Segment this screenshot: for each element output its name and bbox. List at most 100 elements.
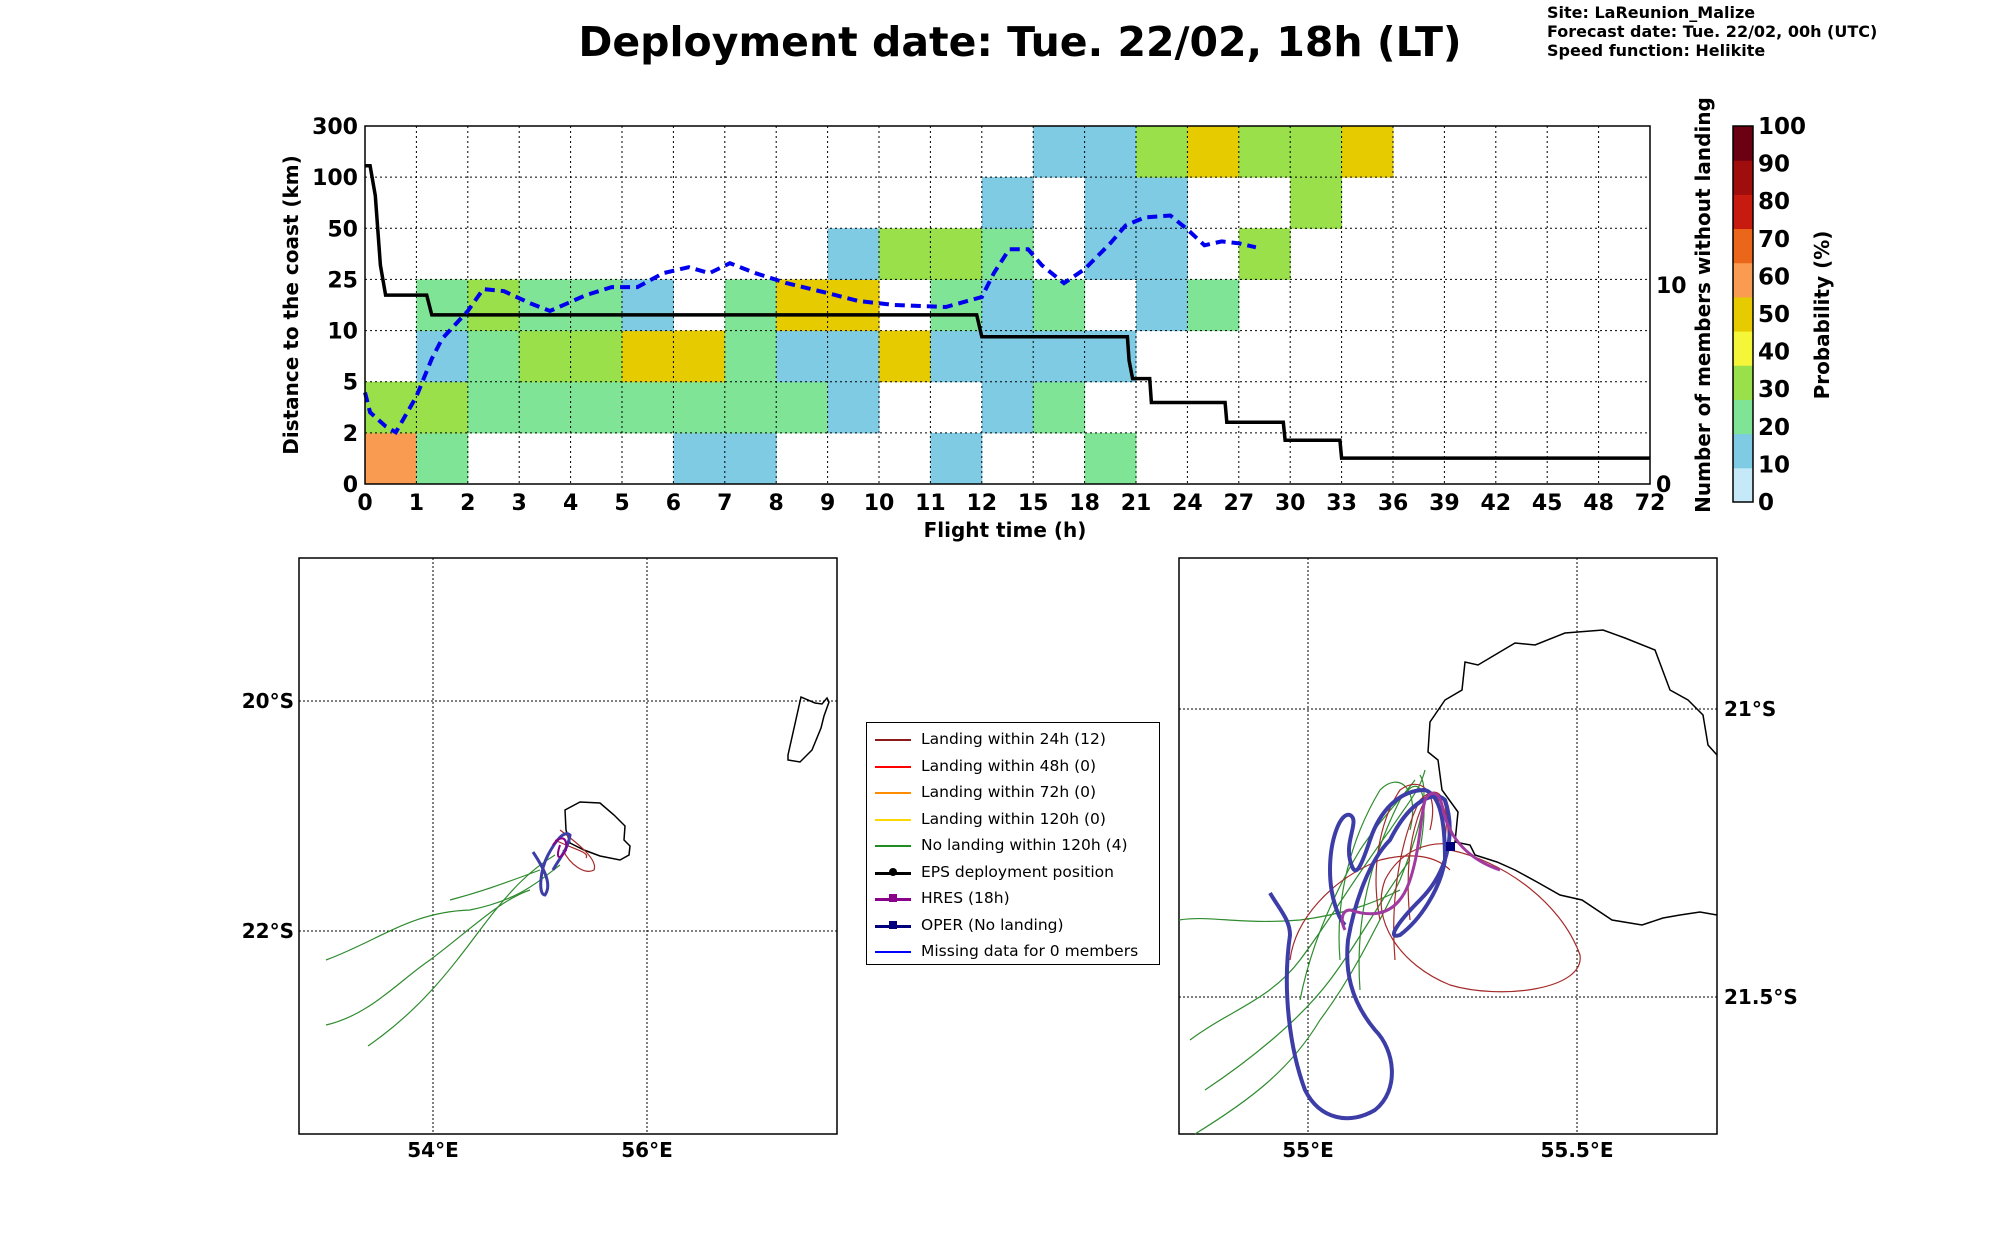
map-left-lat-label: 20°S [242, 689, 294, 713]
heatmap-cell [622, 330, 674, 383]
heatmap-ticks: 0 1 2 3 4 5 6 7 8 9 10 11 12 15 18 21 24 27 30 33 36 39 42 45 48… [312, 115, 1687, 516]
map-right-lon-label: 55.5°E [1540, 1138, 1613, 1162]
x-tick-label: 36 [1378, 491, 1409, 516]
heatmap-cell [981, 279, 1034, 332]
x-tick-label: 2 [460, 491, 475, 516]
heatmap-cell [673, 330, 726, 383]
legend-label: HRES (18h) [921, 889, 1010, 907]
heatmap-cell [1238, 228, 1291, 280]
colorbar-frame [1732, 125, 1754, 503]
heatmap-frame [364, 125, 1651, 485]
heatmap-cell [1341, 126, 1394, 178]
legend-label: OPER (No landing) [921, 915, 1064, 934]
heatmap-cell [981, 330, 1034, 383]
x-tick-label: 9 [820, 491, 835, 516]
heatmap-cell [416, 381, 469, 434]
legend-marker [889, 894, 897, 902]
map-left-lon-label: 56°E [621, 1138, 673, 1162]
colorbar-segment [1733, 228, 1753, 264]
x-tick-label: 5 [614, 491, 629, 516]
legend-label: EPS deployment position [921, 862, 1114, 881]
colorbar-tick-label: 10 [1758, 452, 1790, 478]
colorbar-segment [1733, 194, 1753, 230]
y-tick-label: 10 [327, 320, 358, 345]
heatmap-cell [1084, 177, 1137, 229]
y-tick-label: 50 [327, 217, 358, 242]
map-left-lat-label: 22°S [242, 919, 294, 943]
heatmap-cell [930, 228, 983, 280]
colorbar-tick-label: 90 [1758, 152, 1790, 178]
heatmap-cell [1187, 126, 1240, 178]
colorbar-tick-label: 100 [1758, 114, 1806, 140]
heatmap-cell [1136, 228, 1188, 280]
legend-item: Landing within 48h (0) [871, 753, 1159, 780]
heatmap-cell [1187, 279, 1240, 332]
heatmap-cell [622, 279, 674, 332]
heatmap-cell [1136, 279, 1188, 332]
colorbar-tick-label: 0 [1758, 490, 1774, 516]
x-tick-label: 48 [1583, 491, 1614, 516]
colorbar-label: Probability (%) [1810, 231, 1834, 400]
heatmap-cell [467, 279, 520, 332]
heatmap-cell [879, 228, 931, 280]
heatmap-cell [673, 432, 726, 485]
heatmap-cell [776, 330, 829, 383]
x-tick-label: 72 [1635, 491, 1666, 516]
legend-label: No landing within 120h (4) [921, 836, 1128, 854]
x-tick-label: 6 [666, 491, 681, 516]
legend-swatch [875, 951, 911, 953]
x-axis-label: Flight time (h) [924, 518, 1087, 542]
x-tick-label: 8 [769, 491, 784, 516]
heatmap-cell [827, 279, 880, 332]
y-tick-label: 300 [312, 115, 358, 140]
y2-tick-label: 0 [1656, 473, 1671, 498]
map-right-hres-track [1340, 792, 1501, 931]
legend-label: Landing within 120h (0) [921, 809, 1106, 828]
heatmap-cell [467, 330, 520, 383]
heatmap-cell [570, 330, 623, 383]
legend-item: Landing within 24h (12) [871, 726, 1159, 753]
legend-item: EPS deployment position [871, 859, 1159, 886]
heatmap-cell [1290, 126, 1343, 178]
members-without-landing-line [365, 164, 1650, 460]
heatmap-cell [1033, 279, 1086, 332]
legend-item: OPER (No landing) [871, 912, 1159, 939]
x-tick-label: 0 [357, 491, 372, 516]
legend-label: Missing data for 0 members [921, 942, 1139, 960]
colorbar-segment [1733, 126, 1753, 161]
heatmap-cell [622, 381, 674, 434]
colorbar: 0 10 20 30 40 50 60 70 80 90 100 [1732, 114, 1806, 516]
mauritius-outline [787, 695, 830, 763]
site-label: Site: LaReunion_Malize [1547, 3, 1756, 22]
y2-tick-label: 10 [1656, 274, 1687, 299]
map-left-hres-track [552, 837, 568, 858]
heatmap-cell [724, 279, 777, 332]
heatmap-cell [724, 330, 777, 383]
colorbar-tick-label: 50 [1758, 302, 1790, 328]
oper-deployment-marker [1446, 842, 1455, 851]
heatmap-cell [1084, 126, 1137, 178]
legend-swatch [875, 739, 911, 741]
heatmap-series [363, 164, 1650, 460]
legend-item: Landing within 120h (0) [871, 806, 1159, 833]
y-tick-label: 25 [327, 268, 358, 293]
map-right-lon-label: 55°E [1282, 1138, 1334, 1162]
legend-label: Landing within 72h (0) [921, 783, 1097, 801]
y-tick-label: 5 [343, 371, 358, 396]
map-left-lon-label: 54°E [407, 1138, 459, 1162]
dashed-series-line [363, 213, 1257, 436]
colorbar-segment [1733, 262, 1753, 298]
colorbar-tick-label: 30 [1758, 377, 1790, 403]
legend-item: Missing data for 0 members [871, 938, 1159, 965]
heatmap-cell [570, 279, 623, 332]
x-tick-label: 3 [512, 491, 527, 516]
map-left: 54°E 56°E 20°S 22°S [242, 557, 838, 1162]
x-tick-label: 11 [915, 491, 946, 516]
map-right-oper-track [1268, 787, 1452, 1121]
heatmap-cell [827, 228, 880, 280]
legend-item: No landing within 120h (4) [871, 832, 1159, 859]
heatmap-cell [827, 381, 880, 434]
x-tick-label: 15 [1018, 491, 1049, 516]
reunion-coastline [1427, 629, 1718, 926]
colorbar-segment [1733, 296, 1753, 332]
